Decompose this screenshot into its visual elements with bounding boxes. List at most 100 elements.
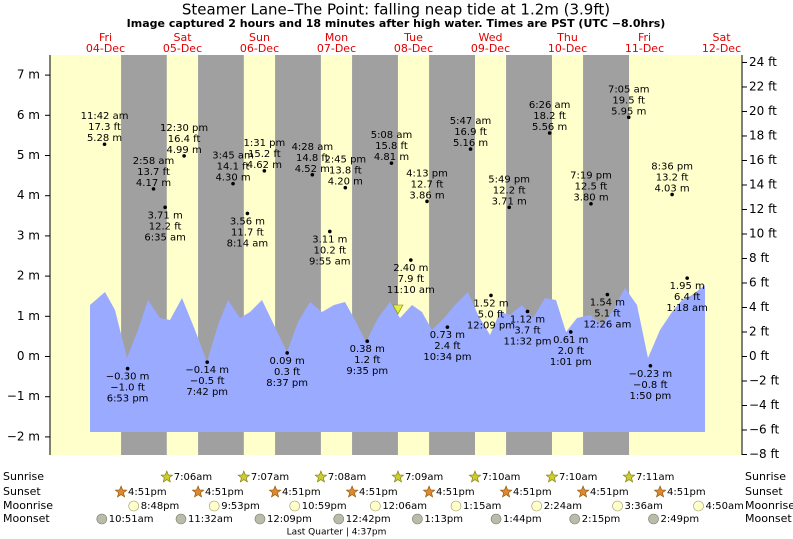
sunset-time: 4:51pm [205, 487, 244, 498]
tide-label: 7:05 am [608, 84, 650, 95]
y2-tick-label: 22 ft [749, 79, 777, 93]
y-tick-label: 7 m [17, 68, 40, 82]
tide-label: 9:35 pm [346, 366, 388, 377]
tide-label: 13.7 ft [137, 167, 170, 178]
tide-point [163, 205, 167, 210]
row-label: Moonset [745, 512, 792, 525]
moonset-time: 2:49pm [661, 514, 700, 525]
weekday: Tue [403, 31, 423, 44]
tide-label: 0.3 ft [274, 367, 300, 378]
sunset-icon [268, 485, 282, 498]
tide-point [343, 185, 348, 190]
tide-point [125, 366, 130, 371]
y2-tick-label: 8 ft [749, 251, 769, 265]
weekday: Wed [479, 31, 503, 44]
sunrise-icon [468, 470, 482, 483]
tide-label: 3.86 m [409, 190, 444, 201]
tide-point [507, 205, 511, 210]
y-tick-label: 6 m [17, 108, 40, 122]
moonrise-time: 9:53pm [221, 501, 260, 512]
weekday: Fri [99, 31, 112, 44]
y2-tick-label: 4 ft [749, 300, 769, 314]
tide-label: 7:19 pm [570, 171, 612, 182]
y-tick-label: 0 m [17, 349, 40, 363]
tide-label: 8:36 pm [651, 161, 693, 172]
moonrise-time: 2:24am [544, 501, 582, 512]
chart-layer: 7 m 6 m 5 m 4 m 3 m 2 m 1 m 0 m −1 m −2 m 24 ft 22 … [3, 31, 793, 538]
y-tick-label: 2 m [17, 269, 40, 283]
moonset-time: 2:15pm [582, 514, 621, 525]
tide-label: 5.56 m [532, 122, 567, 133]
moonrise-time: 10:59pm [302, 501, 347, 512]
tide-point [547, 131, 552, 135]
y-tick-label: 3 m [17, 228, 40, 242]
tide-label: 12:30 pm [160, 123, 208, 134]
row-label: Moonset [3, 512, 50, 525]
tide-point [685, 276, 689, 280]
tide-label: 12.5 ft [575, 182, 608, 193]
moonset-time: 12:09pm [267, 514, 312, 525]
date: 12-Dec [702, 42, 741, 55]
row-label: Sunset [3, 485, 41, 498]
tide-label: 1.2 ft [354, 355, 380, 366]
tide-label: 3.7 ft [514, 325, 540, 336]
tide-point [389, 161, 394, 165]
tide-label: −0.30 m [106, 372, 150, 383]
tide-point [328, 229, 332, 234]
tide-label: 15.2 ft [248, 149, 281, 160]
tide-label: 3.11 m [312, 234, 347, 245]
tide-label: 14.1 ft [217, 162, 250, 173]
y2-tick-label: −4 ft [749, 398, 780, 412]
sunrise-icon [545, 470, 559, 483]
tide-label: 19.5 ft [612, 95, 645, 106]
sunset-time: 4:51pm [513, 487, 552, 498]
tide-point [310, 172, 315, 177]
tide-point [205, 360, 210, 364]
sunset-icon [576, 485, 590, 498]
sunrise-time: 7:06am [174, 472, 212, 483]
tide-label: 1.95 m [670, 281, 705, 292]
tide-label: 13.8 ft [329, 166, 362, 177]
row-label: Moonrise [745, 499, 793, 512]
tide-point [648, 363, 653, 368]
y-tick-label: 4 m [17, 188, 40, 202]
y-tick-label: 5 m [17, 148, 40, 162]
tide-label: 10:34 pm [423, 352, 471, 363]
tide-label: 0.09 m [270, 356, 305, 367]
moonset-icon [254, 513, 266, 525]
sunrise-time: 7:09am [405, 472, 443, 483]
moonset-icon [490, 513, 502, 525]
tide-label: 2:58 am [133, 156, 175, 167]
tide-label: 4.81 m [374, 152, 409, 163]
tide-label: 4.20 m [328, 177, 363, 188]
sunrise-time: 7:10am [559, 472, 597, 483]
moonset-time: 11:32am [188, 514, 233, 525]
moonset-icon [175, 513, 187, 525]
tide-label: 9:55 am [309, 256, 351, 267]
y2-tick-label: −2 ft [749, 374, 780, 388]
sunset-time: 4:51pm [128, 487, 167, 498]
tide-label: 4.62 m [247, 160, 282, 171]
tide-label: 7:42 pm [186, 387, 228, 398]
tide-label: 11.7 ft [231, 227, 264, 238]
tide-point [365, 339, 370, 344]
tide-label: 2.4 ft [434, 341, 460, 352]
sunset-time: 4:51pm [282, 487, 321, 498]
y2-tick-label: 24 ft [749, 55, 777, 69]
moonrise-time: 3:36am [625, 501, 663, 512]
sunrise-time: 7:07am [251, 472, 289, 483]
y2-tick-label: 6 ft [749, 275, 769, 289]
tide-label: 6:26 am [529, 100, 571, 111]
moonset-time: 10:51am [109, 514, 154, 525]
tide-label: 4.17 m [136, 178, 171, 189]
sunrise-icon [622, 470, 636, 483]
tide-point [589, 201, 593, 206]
sunrise-icon [237, 470, 251, 483]
moonset-icon [96, 513, 108, 525]
date: 07-Dec [317, 42, 356, 55]
tide-label: −0.5 ft [190, 376, 225, 387]
tide-label: 4.03 m [654, 183, 689, 194]
y2-tick-label: −6 ft [749, 423, 780, 437]
moonrise-icon [208, 500, 220, 512]
tide-label: 0.38 m [350, 344, 385, 355]
